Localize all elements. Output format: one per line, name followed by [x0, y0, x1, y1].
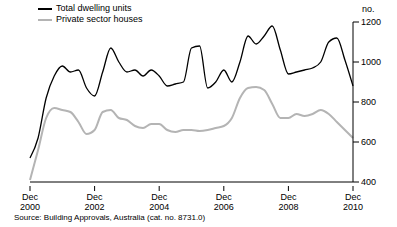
- html-text:Source: Building Approvals, Au: Source: Building Approvals, Australia (c…: [14, 213, 206, 222]
- svg-text:Dec2010: Dec2010: [343, 192, 363, 212]
- svg-text:Dec2006: Dec2006: [214, 192, 234, 212]
- svg-text:800: 800: [361, 97, 376, 107]
- svg-text:400: 400: [361, 177, 376, 187]
- svg-text:600: 600: [361, 137, 376, 147]
- svg-text:Dec2004: Dec2004: [149, 192, 169, 212]
- svg-text:Dec2000: Dec2000: [20, 192, 40, 212]
- svg-text:Dec2002: Dec2002: [85, 192, 105, 212]
- svg-text:1000: 1000: [361, 57, 381, 67]
- html-text:no.: no.: [362, 4, 375, 14]
- html-text:Private sector houses: Private sector houses: [56, 14, 143, 24]
- svg-text:Dec2008: Dec2008: [278, 192, 298, 212]
- svg-text:1200: 1200: [361, 17, 381, 27]
- html-text:Total dwelling units: Total dwelling units: [56, 3, 132, 13]
